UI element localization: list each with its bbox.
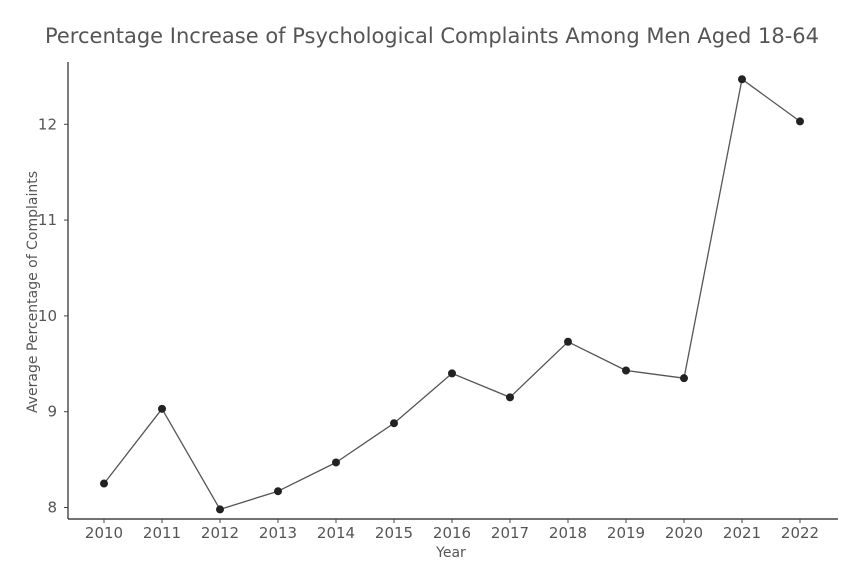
data-point xyxy=(332,458,340,467)
x-tick-labels: 2010 2011 2012 2013 2014 2015 2016 2017 2018 2019… xyxy=(85,519,819,542)
x-axis-label: Year xyxy=(435,545,466,561)
y-tick-label: 10 xyxy=(38,307,57,325)
data-point xyxy=(100,479,108,488)
y-tick-label: 9 xyxy=(47,403,57,421)
y-tick-label: 11 xyxy=(38,211,57,229)
data-point xyxy=(390,419,398,428)
data-point xyxy=(738,75,746,84)
data-point xyxy=(796,117,804,126)
chart-title: Percentage Increase of Psychological Com… xyxy=(45,24,819,48)
x-tick-label: 2010 xyxy=(85,524,123,542)
x-tick-label: 2014 xyxy=(317,524,355,542)
data-point xyxy=(622,366,630,375)
x-tick-label: 2017 xyxy=(491,524,529,542)
data-point xyxy=(506,393,514,402)
x-tick-label: 2021 xyxy=(723,524,761,542)
x-tick-label: 2019 xyxy=(607,524,645,542)
data-point xyxy=(680,374,688,383)
data-point xyxy=(564,337,572,346)
x-tick-label: 2012 xyxy=(201,524,239,542)
data-point xyxy=(216,505,224,514)
x-tick-label: 2013 xyxy=(259,524,297,542)
x-tick-label: 2016 xyxy=(433,524,471,542)
x-tick-label: 2022 xyxy=(781,524,819,542)
y-axis-label: Average Percentage of Complaints xyxy=(25,171,41,413)
data-series xyxy=(100,75,804,514)
x-tick-label: 2018 xyxy=(549,524,587,542)
data-point xyxy=(448,369,456,378)
x-tick-label: 2020 xyxy=(665,524,703,542)
data-point xyxy=(158,404,166,413)
data-point xyxy=(274,487,282,496)
x-tick-label: 2015 xyxy=(375,524,413,542)
series-line xyxy=(103,78,801,511)
y-tick-label: 12 xyxy=(38,115,57,133)
y-tick-label: 8 xyxy=(47,499,57,517)
y-tick-labels: 8 9 10 11 12 xyxy=(38,115,68,517)
x-tick-label: 2011 xyxy=(143,524,181,542)
